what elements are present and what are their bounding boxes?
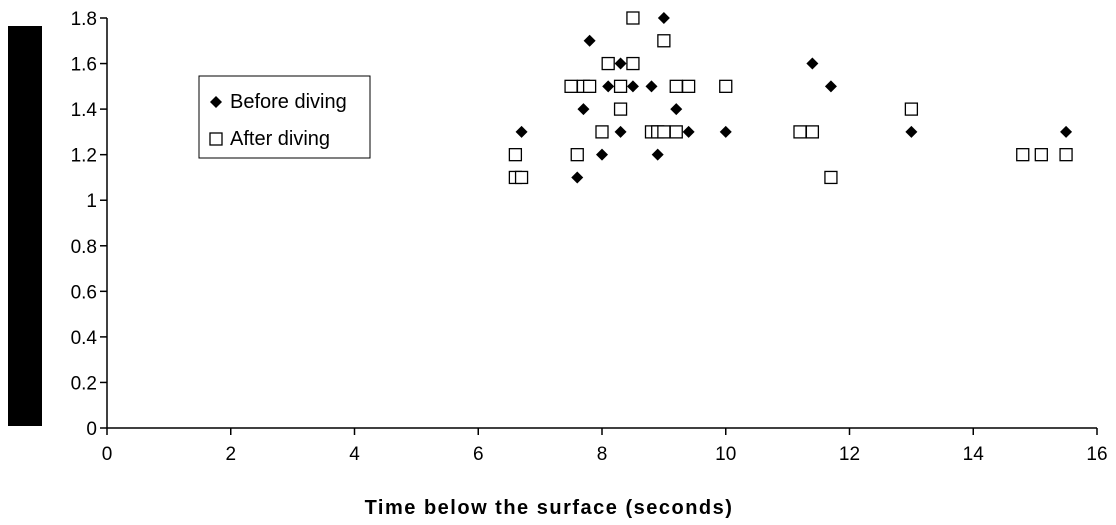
before-diving-point xyxy=(1060,125,1073,138)
x-tick-label: 14 xyxy=(963,444,985,465)
legend-marker-after xyxy=(209,132,223,146)
before-diving-point xyxy=(670,103,683,116)
x-tick-label: 16 xyxy=(1086,444,1107,465)
after-diving-point xyxy=(681,79,696,93)
before-diving-point xyxy=(824,80,837,93)
legend-label-before: Before diving xyxy=(230,91,347,113)
x-tick-label: 4 xyxy=(349,444,360,465)
before-diving-point xyxy=(602,80,615,93)
after-diving-point xyxy=(904,102,919,116)
after-diving-point xyxy=(657,34,671,48)
before-diving-point xyxy=(577,103,590,116)
y-tick-label: 1 xyxy=(86,191,97,212)
before-diving-point xyxy=(905,125,918,138)
after-diving-point xyxy=(613,102,628,116)
x-tick-label: 8 xyxy=(597,444,608,465)
legend-marker-before xyxy=(210,96,222,108)
after-diving-point xyxy=(508,148,523,162)
x-tick-label: 2 xyxy=(225,444,236,465)
y-tick-label: 1.8 xyxy=(71,9,97,30)
after-diving-point xyxy=(1034,148,1048,162)
y-tick-label: 1.2 xyxy=(71,146,97,167)
after-diving-point xyxy=(564,79,578,93)
after-diving-point xyxy=(514,170,529,185)
before-diving-point xyxy=(583,34,596,47)
after-diving-point xyxy=(601,56,615,71)
after-diving-point xyxy=(595,125,609,139)
x-axis-title: Time below the surface (seconds) xyxy=(365,497,734,519)
ticks: 0 2 4 6 8 10 12 14 16 0 0.2 0.4 0.6 0.8 1 1.2 1.4 1.6 1.8 xyxy=(71,9,1108,465)
x-tick-label: 10 xyxy=(715,444,736,465)
after-diving-point xyxy=(669,79,683,93)
before-diving-point xyxy=(614,57,627,70)
before-diving-point xyxy=(806,57,819,70)
after-diving-point xyxy=(719,79,733,93)
x-tick-label: 6 xyxy=(473,444,484,465)
before-diving-point xyxy=(645,80,658,93)
after-diving-point xyxy=(626,56,640,71)
after-diving-point xyxy=(824,170,838,185)
after-diving-point xyxy=(1059,148,1073,162)
y-tick-label: 1.4 xyxy=(71,100,98,121)
after-diving-point xyxy=(657,125,671,139)
after-diving-point xyxy=(570,148,584,162)
y-tick-label: 1.6 xyxy=(71,55,97,76)
legend-box xyxy=(198,75,371,159)
after-diving-point xyxy=(613,79,628,93)
after-diving-point xyxy=(1016,148,1030,162)
before-diving-point xyxy=(596,148,608,161)
before-diving-point xyxy=(651,148,664,161)
after-diving-point xyxy=(669,125,683,139)
after-diving-point xyxy=(805,125,820,139)
before-diving-point xyxy=(719,125,732,138)
y-tick-label: 0.6 xyxy=(71,282,97,303)
y-tick-label: 0.2 xyxy=(71,373,97,394)
before-diving-point xyxy=(614,125,627,138)
before-diving-point xyxy=(571,171,584,184)
legend-label-after: After diving xyxy=(230,128,330,150)
before-diving-point xyxy=(626,80,639,93)
y-tick-label: 0 xyxy=(86,419,97,440)
legend: Before diving After diving xyxy=(198,75,371,159)
y-tick-label: 0.4 xyxy=(71,328,98,349)
before-diving-point xyxy=(515,125,528,138)
x-tick-label: 0 xyxy=(102,444,113,465)
data-points xyxy=(508,11,1073,185)
after-diving-point xyxy=(626,11,640,25)
before-diving-point xyxy=(682,125,695,138)
after-diving-point xyxy=(582,79,597,93)
y-axis-title-block xyxy=(8,26,42,426)
before-diving-point xyxy=(657,12,670,24)
x-tick-label: 12 xyxy=(839,444,860,465)
after-diving-point xyxy=(793,125,807,139)
y-tick-label: 0.8 xyxy=(71,237,97,258)
